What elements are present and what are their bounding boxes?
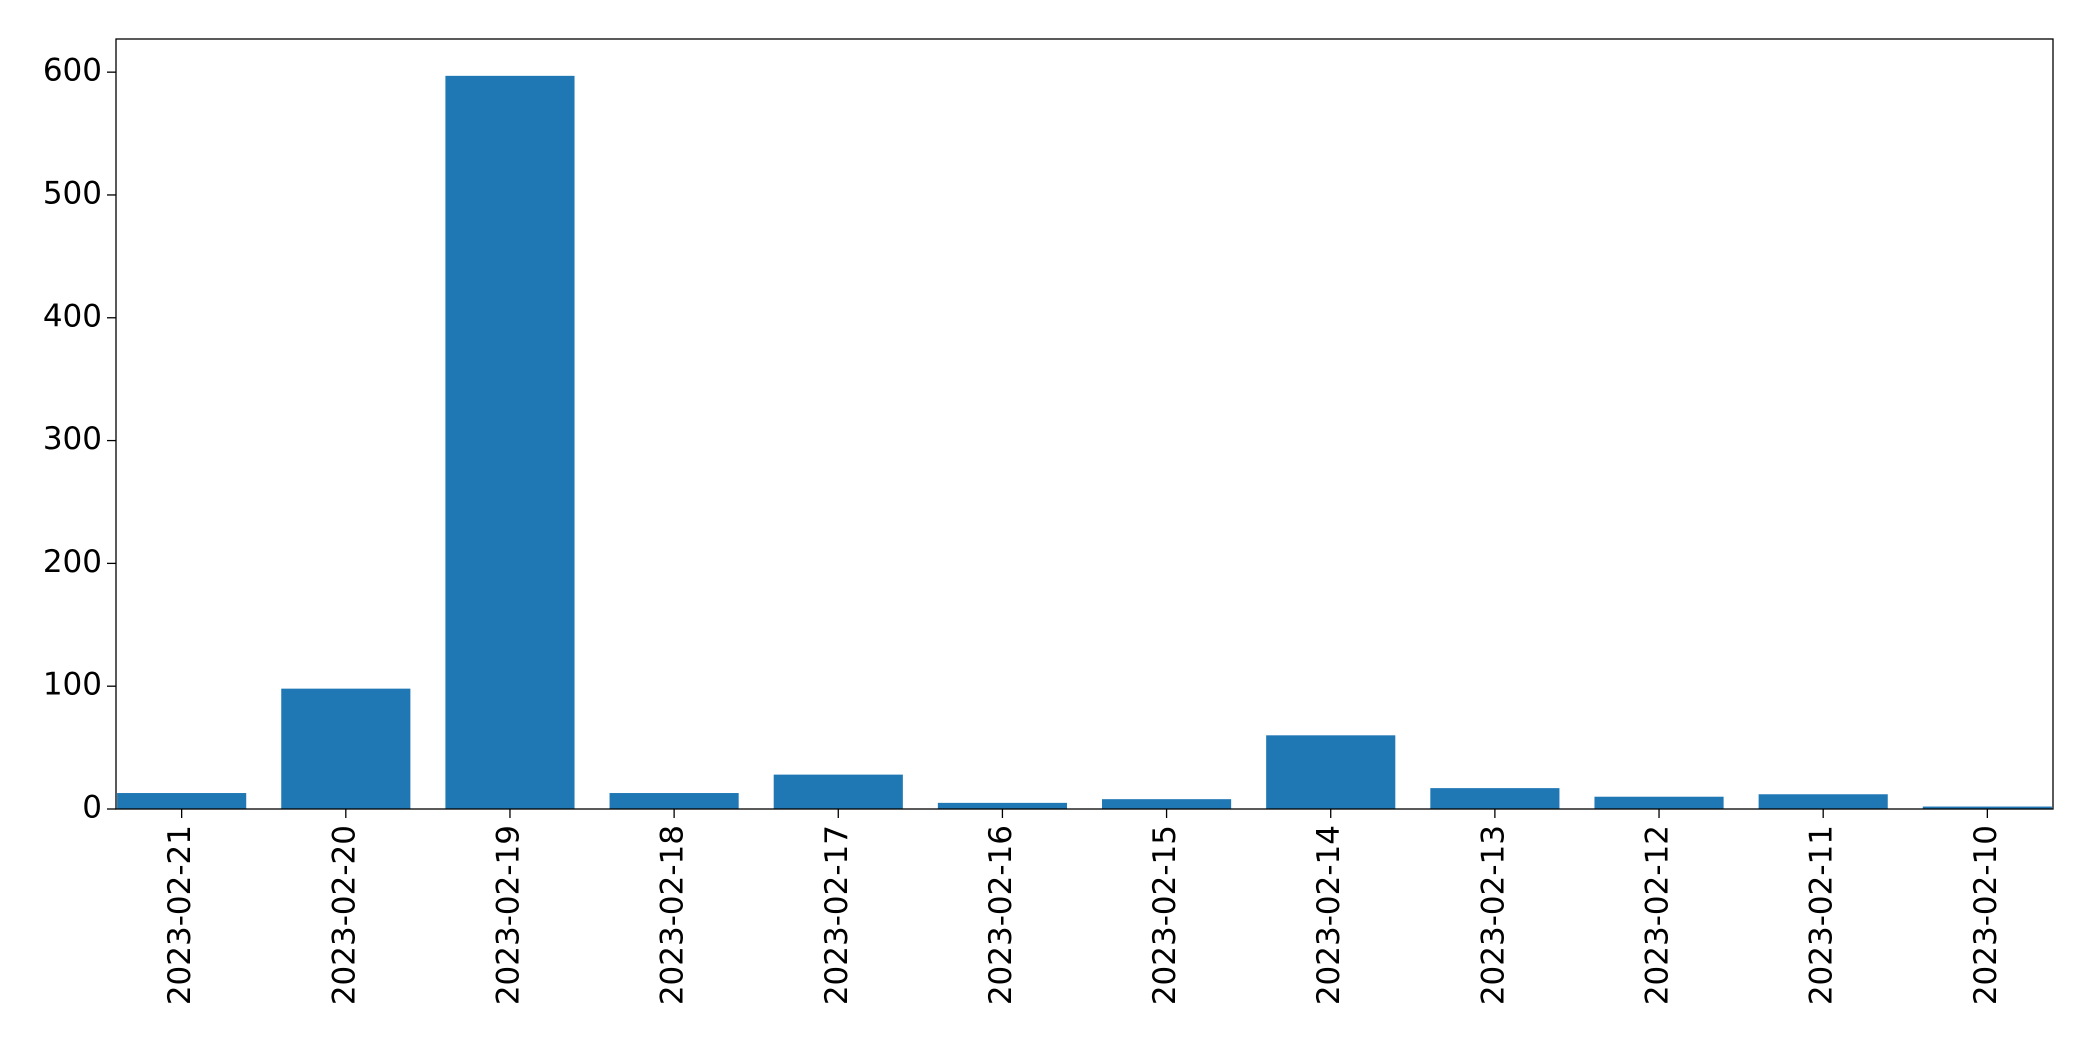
bar — [1594, 796, 1724, 809]
x-tick-label: 2023-02-10 — [1968, 825, 2004, 1005]
bar — [609, 793, 739, 809]
x-tick-label: 2023-02-19 — [490, 825, 526, 1005]
y-tick-label: 200 — [43, 544, 102, 580]
bar — [1266, 735, 1396, 809]
bar — [281, 688, 411, 809]
x-tick-label: 2023-02-17 — [819, 825, 855, 1005]
x-tick-label: 2023-02-21 — [162, 825, 198, 1005]
bar — [1922, 806, 2052, 809]
y-tick-label: 0 — [82, 790, 102, 826]
x-tick-label: 2023-02-11 — [1804, 825, 1840, 1005]
x-tick-label: 2023-02-15 — [1147, 825, 1183, 1005]
x-tick-label: 2023-02-18 — [655, 825, 691, 1005]
x-tick-label: 2023-02-13 — [1475, 825, 1511, 1005]
bar — [1758, 794, 1888, 809]
x-tick-label: 2023-02-20 — [326, 825, 362, 1005]
bar — [937, 802, 1067, 809]
bar — [117, 793, 247, 809]
x-tick-label: 2023-02-16 — [983, 825, 1019, 1005]
bar — [1430, 788, 1560, 809]
x-tick-label: 2023-02-14 — [1311, 825, 1347, 1005]
y-tick-label: 100 — [43, 667, 102, 703]
y-tick-label: 500 — [43, 175, 102, 211]
plot-frame — [115, 38, 2054, 810]
y-tick-label: 400 — [43, 298, 102, 334]
y-tick-label: 600 — [43, 53, 102, 89]
bar — [445, 75, 575, 809]
x-tick-label: 2023-02-12 — [1640, 825, 1676, 1005]
bar — [773, 774, 903, 809]
bar — [1102, 799, 1232, 809]
y-tick-label: 300 — [43, 421, 102, 457]
